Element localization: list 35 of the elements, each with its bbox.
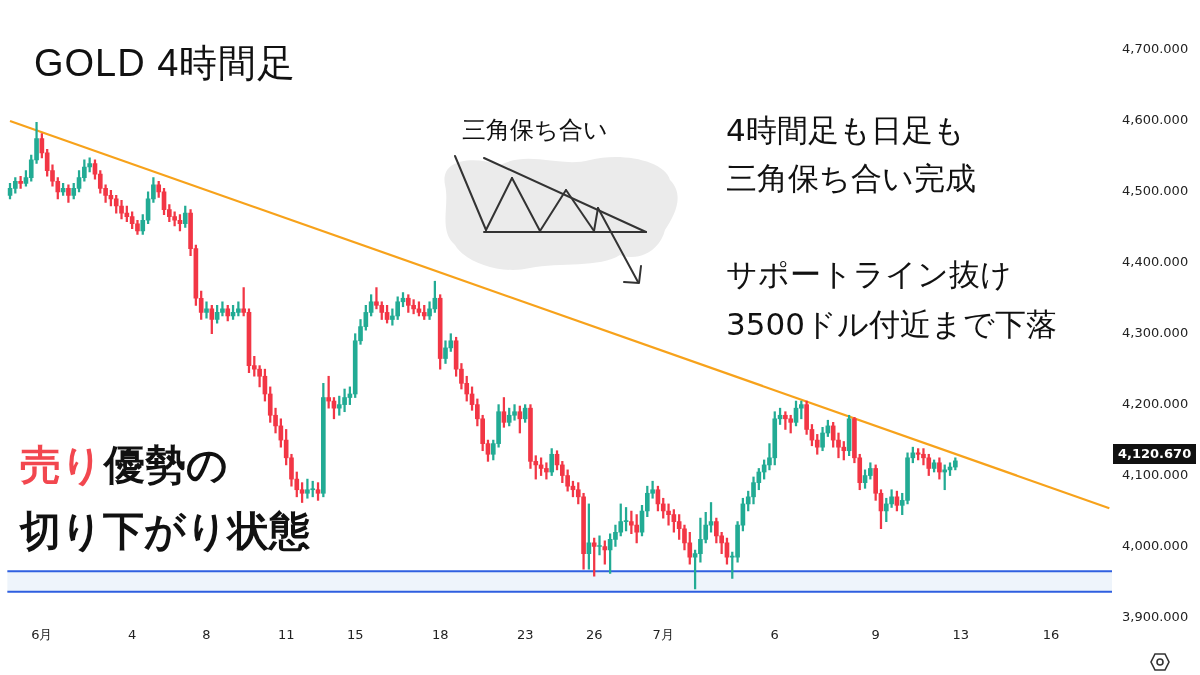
x-tick-label: 15 [346, 626, 364, 642]
x-tick-label: 6 [770, 626, 779, 642]
y-tick-label: 4,000.000 [1122, 537, 1189, 553]
y-tick-label: 4,500.000 [1122, 183, 1189, 199]
x-tick-label: 18 [431, 626, 449, 642]
candlestick [597, 535, 602, 556]
x-tick-label: 11 [277, 626, 295, 642]
annotation: 三角保ち合い [462, 115, 608, 146]
chart-title: GOLD 4時間足 [34, 41, 297, 86]
x-tick-label: 7月 [652, 626, 674, 642]
y-tick-label: 3,900.000 [1122, 608, 1189, 624]
x-tick-label: 9 [871, 626, 880, 642]
y-tick-label: 4,100.000 [1122, 466, 1189, 482]
y-tick-label: 4,200.000 [1122, 396, 1189, 411]
annotation: 三角保ち合い完成 [726, 159, 976, 198]
annotation: 切り下がり状態 [20, 506, 310, 557]
annotation: 4時間足も日足も [726, 111, 965, 150]
annotation: 3500ドル付近まで下落 [726, 305, 1057, 344]
annotation: 売り [20, 440, 103, 491]
x-tick-label: 8 [202, 626, 211, 642]
y-tick-label: 4,600.000 [1122, 112, 1189, 128]
x-tick-label: 26 [585, 626, 603, 642]
x-tick-label: 6月 [31, 626, 53, 642]
y-tick-label: 4,300.000 [1122, 325, 1189, 341]
x-tick-label: 16 [1042, 626, 1060, 642]
text: 4,120.670 [1113, 444, 1197, 464]
y-tick-label: 4,400.000 [1122, 254, 1189, 270]
x-tick-label: 23 [516, 626, 534, 642]
y-tick-label: 4,700.000 [1122, 41, 1189, 57]
x-tick-label: 13 [952, 626, 969, 642]
candlestick [18, 175, 23, 189]
x-tick-label: 4 [128, 626, 137, 642]
candlestick [204, 301, 209, 319]
annotation: 優勢の [104, 440, 228, 491]
annotation: サポートライン抜け [726, 255, 1012, 294]
